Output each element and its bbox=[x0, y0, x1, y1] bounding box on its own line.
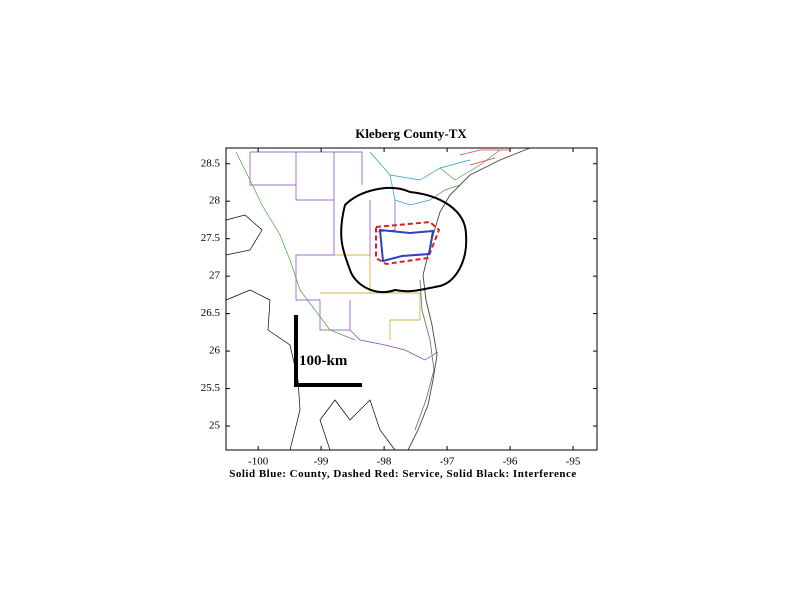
scale-label: 100-km bbox=[299, 353, 348, 369]
coastline bbox=[407, 147, 531, 451]
county-lines bbox=[349, 200, 439, 361]
y-tick-label: 28 bbox=[209, 195, 221, 207]
interference-contour bbox=[340, 187, 468, 293]
county-outline bbox=[378, 228, 435, 263]
x-tick-label: -100 bbox=[248, 456, 269, 468]
x-tick-label: -95 bbox=[566, 456, 581, 468]
y-tick-label: 25 bbox=[209, 420, 221, 432]
county-lines bbox=[459, 149, 510, 166]
y-tick-label: 27 bbox=[209, 270, 221, 282]
y-tick-label: 26.5 bbox=[201, 307, 221, 319]
map-layers: 100-km bbox=[225, 147, 531, 451]
scale-bar bbox=[294, 315, 362, 387]
axes: -100 -99 -98 -97 -96 -95 25 25.5 26 26.5 27 27.5 28 2… bbox=[201, 148, 597, 468]
x-axis-label: Solid Blue: County, Dashed Red: Service,… bbox=[229, 468, 577, 480]
x-tick-label: -99 bbox=[314, 456, 329, 468]
x-tick-label: -97 bbox=[440, 456, 455, 468]
county-lines bbox=[320, 254, 421, 340]
barrier-island bbox=[414, 279, 435, 431]
y-tick-label: 27.5 bbox=[201, 232, 221, 244]
service-contour bbox=[375, 220, 441, 266]
x-tick-label: -96 bbox=[503, 456, 518, 468]
y-tick-label: 28.5 bbox=[201, 157, 221, 169]
y-tick-label: 26 bbox=[209, 345, 221, 357]
county-lines bbox=[249, 152, 350, 331]
plot-frame bbox=[225, 147, 598, 451]
chart-title: Kleberg County-TX bbox=[355, 126, 467, 141]
river-border bbox=[235, 151, 356, 341]
outline bbox=[225, 214, 396, 451]
county-lines bbox=[369, 151, 471, 206]
county-lines bbox=[429, 149, 501, 201]
county-lines bbox=[250, 151, 363, 200]
x-tick-label: -98 bbox=[377, 456, 392, 468]
y-tick-label: 25.5 bbox=[201, 382, 221, 394]
